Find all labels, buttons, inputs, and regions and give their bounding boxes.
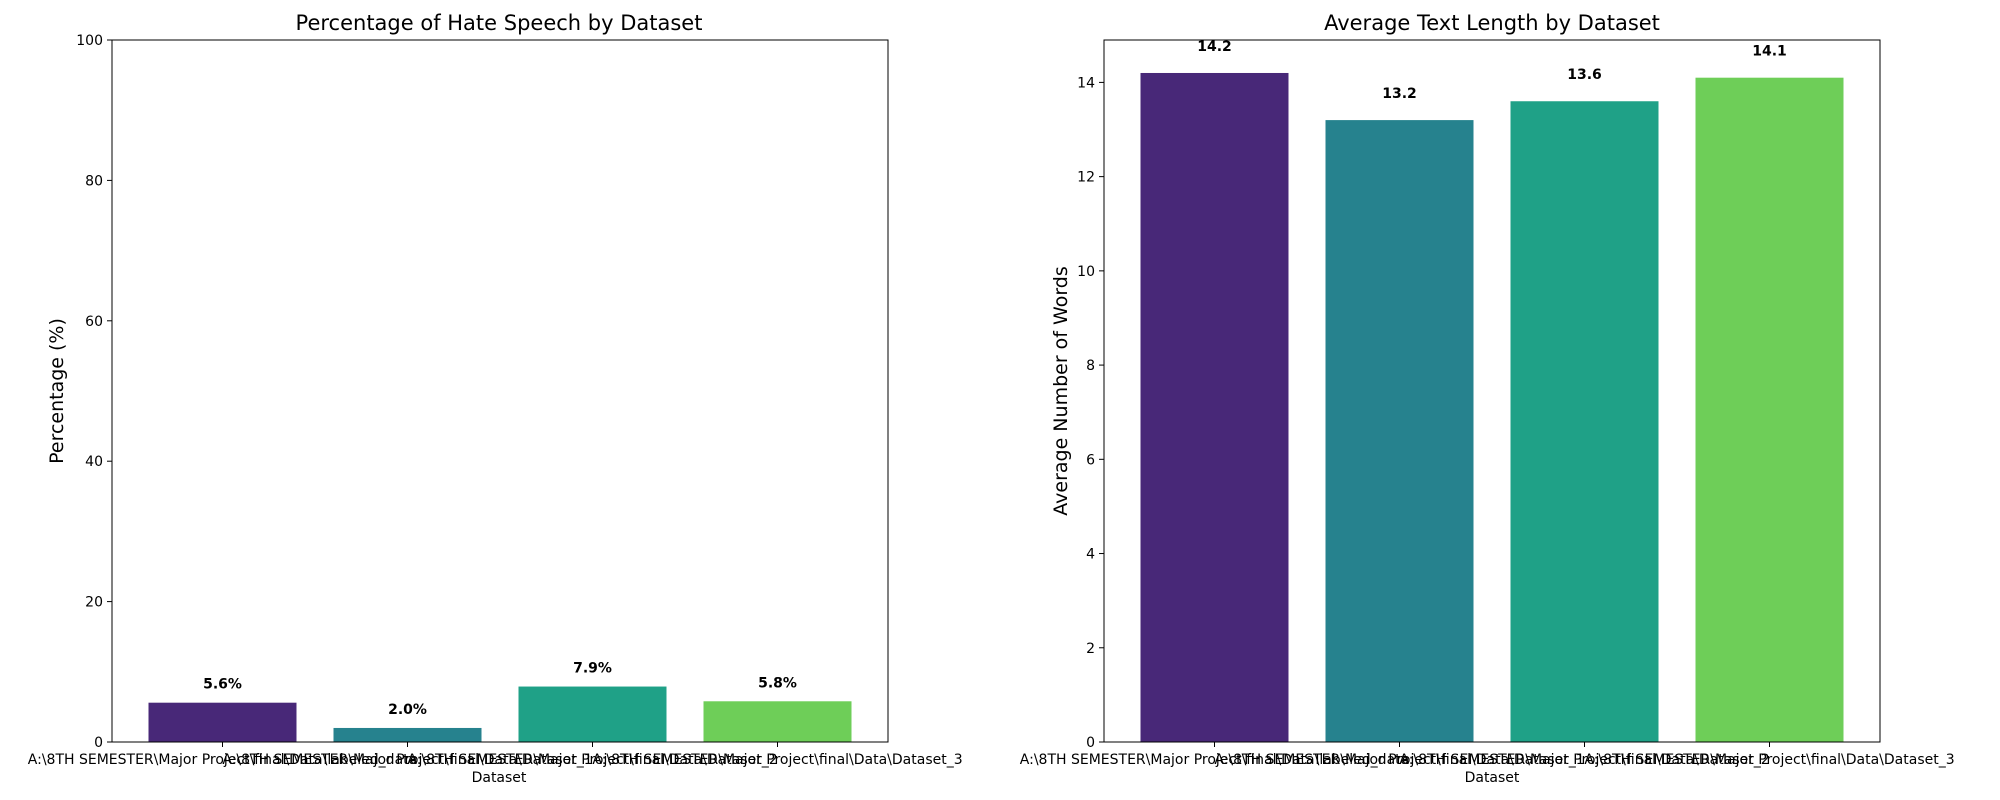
chart-title: Average Text Length by Dataset <box>1324 11 1660 35</box>
y-axis-ticks: 0 20 40 60 80 100 <box>76 33 112 751</box>
bar <box>1140 72 1289 743</box>
y-tick-label: 6 <box>1086 452 1095 468</box>
bar <box>1510 101 1659 743</box>
chart-title: Percentage of Hate Speech by Dataset <box>296 11 703 35</box>
y-axis-ticks: 0 2 4 6 8 10 12 14 <box>1077 75 1104 751</box>
bar-group <box>1140 72 1844 743</box>
data-label-group: 5.6% 2.0% 7.9% 5.8% <box>203 661 797 718</box>
x-tick-label: A:\8TH SEMESTER\Major Project\final\Data… <box>1584 752 1954 768</box>
y-tick-label: 40 <box>85 454 103 470</box>
y-tick-label: 20 <box>85 595 103 611</box>
y-axis-label: Percentage (%) <box>46 318 68 464</box>
data-label: 2.0% <box>388 702 427 718</box>
x-axis-label: Dataset <box>1465 770 1520 786</box>
x-tick-label: A:\8TH SEMESTER\Major Project\final\Data… <box>1020 752 1409 768</box>
data-label: 13.2 <box>1382 86 1417 102</box>
plot-frame <box>111 39 889 743</box>
y-tick-label: 8 <box>1086 358 1095 374</box>
bar <box>1325 120 1474 743</box>
y-tick-label: 80 <box>85 173 103 189</box>
y-tick-label: 12 <box>1077 170 1095 186</box>
bar <box>1695 77 1844 742</box>
y-tick-label: 0 <box>94 735 103 751</box>
bar <box>518 686 667 742</box>
y-tick-label: 10 <box>1077 264 1095 280</box>
y-tick-label: 60 <box>85 314 103 330</box>
y-axis-label: Average Number of Words <box>1050 266 1072 516</box>
x-axis-ticks: A:\8TH SEMESTER\Major Project\final\Data… <box>1020 742 1955 768</box>
x-tick-label: A:\8TH SEMESTER\Major Project\final\Data… <box>592 752 962 768</box>
data-label: 5.8% <box>758 675 797 691</box>
chart-average-text-length: Average Text Length by Dataset 14.213.21… <box>1020 11 1955 786</box>
chart-hate-speech-percentage: Percentage of Hate Speech by Dataset 5.6… <box>28 11 963 786</box>
y-tick-label: 0 <box>1086 735 1095 751</box>
x-tick-label: A:\8TH SEMESTER\Major Project\final\Data… <box>1399 752 1769 768</box>
y-tick-label: 2 <box>1086 641 1095 657</box>
x-tick-label: A:\8TH SEMESTER\Major Project\final\Data… <box>28 752 417 768</box>
data-label: 14.2 <box>1197 39 1232 55</box>
x-axis-ticks: A:\8TH SEMESTER\Major Project\final\Data… <box>28 742 963 768</box>
bar <box>148 702 297 742</box>
data-label: 14.1 <box>1752 44 1787 60</box>
plot-frame <box>1103 39 1881 743</box>
data-label: 7.9% <box>573 661 612 677</box>
y-tick-label: 14 <box>1077 75 1095 91</box>
data-label: 13.6 <box>1567 67 1602 83</box>
data-label: 5.6% <box>203 677 242 693</box>
x-tick-label: A:\8TH SEMESTER\Major Project\final\Data… <box>1214 752 1584 768</box>
bar <box>703 701 852 742</box>
x-tick-label: A:\8TH SEMESTER\Major Project\final\Data… <box>407 752 777 768</box>
bar <box>333 727 482 742</box>
y-tick-label: 100 <box>76 33 103 49</box>
x-tick-label: A:\8TH SEMESTER\Major Project\final\Data… <box>222 752 592 768</box>
bar-group <box>148 686 852 742</box>
data-label-group: 14.2 13.2 13.6 14.1 <box>1197 39 1787 102</box>
x-axis-label: Dataset <box>472 770 527 786</box>
y-tick-label: 4 <box>1086 547 1095 563</box>
